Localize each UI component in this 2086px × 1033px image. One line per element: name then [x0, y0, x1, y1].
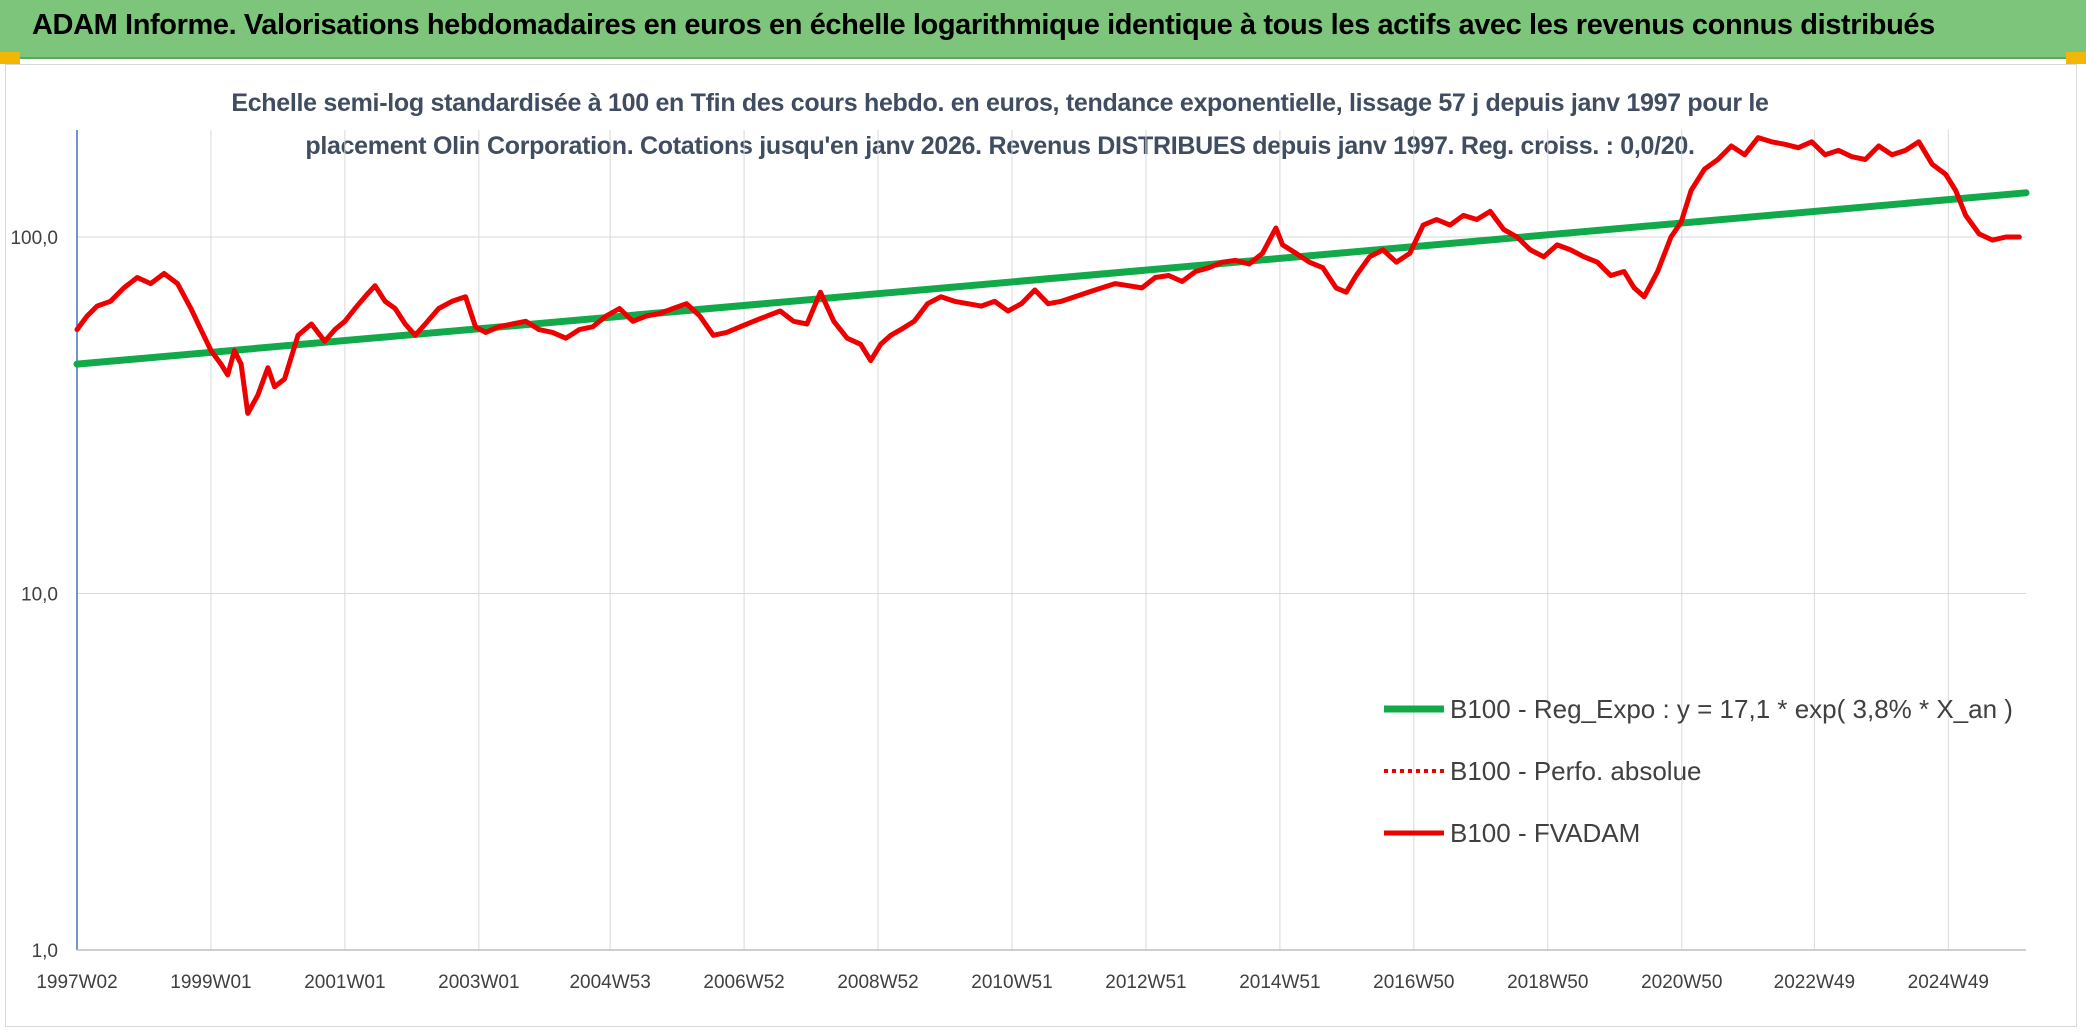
chart-subtitle-line-1: Echelle semi-log standardisée à 100 en T… [231, 89, 1769, 117]
x-tick-label: 2016W50 [1373, 972, 1454, 993]
x-tick-label: 1999W01 [170, 972, 251, 993]
x-tick-label: 2010W51 [971, 972, 1052, 993]
x-tick-label: 2001W01 [304, 972, 385, 993]
legend-label-2: B100 - FVADAM [1450, 818, 1640, 848]
x-tick-label: 2004W53 [569, 972, 650, 993]
series-line-0 [73, 189, 2030, 368]
page-title: ADAM Informe. Valorisations hebdomadaire… [32, 9, 1935, 41]
chart-subtitle-line-2: placement Olin Corporation. Cotations ju… [305, 132, 1695, 160]
corner-accent-right [2066, 52, 2086, 64]
x-tick-label: 2014W51 [1239, 972, 1320, 993]
y-tick-label: 10,0 [21, 585, 58, 606]
legend-label-0: B100 - Reg_Expo : y = 17,1 * exp( 3,8% *… [1450, 694, 2013, 724]
y-tick-label: 100,0 [10, 228, 58, 249]
x-tick-label: 2018W50 [1507, 972, 1588, 993]
x-tick-label: 2024W49 [1908, 972, 1989, 993]
x-tick-label: 2006W52 [703, 972, 784, 993]
header-bar: ADAM Informe. Valorisations hebdomadaire… [0, 0, 2086, 59]
corner-accent-left [0, 52, 20, 64]
x-tick-label: 2020W50 [1641, 972, 1722, 993]
y-tick-label: 1,0 [32, 941, 58, 962]
legend-label-1: B100 - Perfo. absolue [1450, 756, 1702, 786]
x-tick-label: 1997W02 [36, 972, 117, 993]
x-tick-label: 2022W49 [1774, 972, 1855, 993]
x-tick-label: 2003W01 [438, 972, 519, 993]
chart-panel [5, 64, 2077, 1027]
x-tick-label: 2012W51 [1105, 972, 1186, 993]
x-tick-label: 2008W52 [837, 972, 918, 993]
